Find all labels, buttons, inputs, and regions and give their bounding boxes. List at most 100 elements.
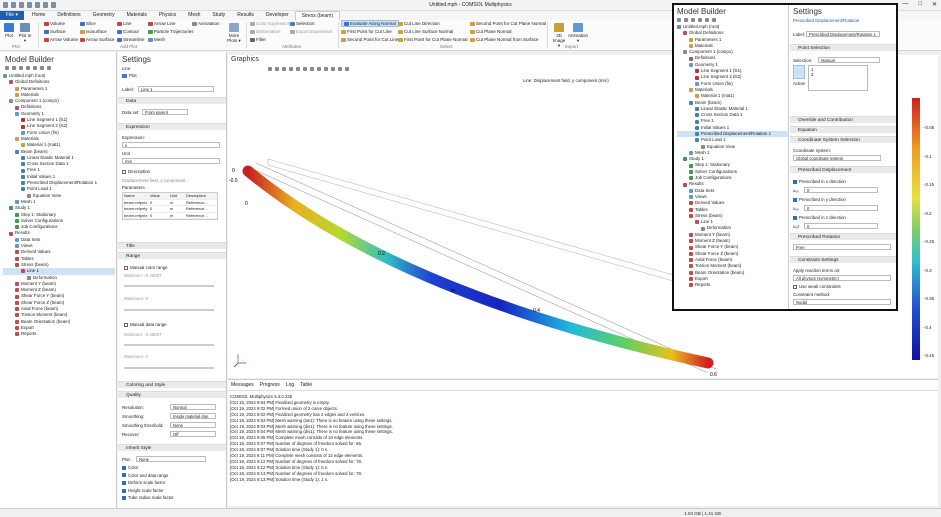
inset-tree-item-deformation[interactable]: Deformation [677,225,789,232]
filter-button[interactable]: Filter [250,37,266,42]
tree-item-free-1[interactable]: Free 1 [3,167,115,173]
inherit-color-checkbox[interactable]: Color [122,465,174,473]
tree-item-results[interactable]: Results [3,230,115,236]
table-row[interactable]: beam.refpnty 0 m Reference... [123,206,217,213]
zoom-box-icon[interactable] [282,67,286,71]
tree-item-line-segment-2-ls2[interactable]: Line Segment 2 (ls2) [3,123,115,129]
inset-section-prescribed-rotation[interactable]: Prescribed Rotation [790,233,896,240]
smoothing-select[interactable]: Inside material don [170,413,216,419]
inset-tree-item-linear-elastic-material-1[interactable]: Linear Elastic Material 1 [677,106,789,112]
cut-plane-normal-surface-button[interactable]: Cut Plane Normal from Surface [470,37,539,42]
u0z-field[interactable]: 0 [804,223,878,229]
inset-tree-item-step-1-stationary[interactable]: Step 1: Stationary [677,162,789,169]
inset-tree-item-export[interactable]: Export [677,276,789,282]
rotate-icon[interactable] [296,67,300,71]
inherit-tube-radius-scale-factor-checkbox[interactable]: Tube radius scale factor [122,495,174,503]
section-expression[interactable]: Expression [118,123,226,130]
close-button[interactable]: ✕ [931,2,937,8]
minimum-slider[interactable] [124,285,214,287]
cut-plane-normal-button[interactable]: Cut Plane Normal [470,29,512,34]
label-field[interactable]: Line 1 [138,86,214,92]
tree-item-form-union-fin[interactable]: Form Union (fin) [3,130,115,136]
tab-file[interactable]: File ▾ [0,11,24,20]
tree-item-axial-force-beam[interactable]: Axial Force (beam) [3,306,115,312]
u0y-field[interactable]: 0 [804,205,878,211]
views-icon[interactable] [317,67,321,71]
tree-item-cross-section-data-1[interactable]: Cross Section Data 1 [3,161,115,167]
tree-item-data-sets[interactable]: Data Sets [3,237,115,243]
selection-list[interactable]: 1 3 [808,65,868,91]
tree-item-tables[interactable]: Tables [3,256,115,262]
mesh-plot-button[interactable]: Mesh [148,37,165,42]
quick-access-toolbar[interactable] [3,2,56,8]
collapse-icon[interactable] [712,18,716,22]
tab-materials[interactable]: Materials [126,12,147,18]
inset-tree-item-cross-section-data-1[interactable]: Cross Section Data 1 [677,112,789,118]
save-icon[interactable] [19,2,24,8]
tree-item-component-1-comp1[interactable]: Component 1 (comp1) [3,98,115,104]
streamline-button[interactable]: Streamline [117,37,145,42]
inset-tree-item-job-configurations[interactable]: Job Configurations [677,175,789,181]
inset-section-constraint[interactable]: Constraint Settings [790,256,896,263]
wireframe-icon[interactable] [324,67,328,71]
evaluate-along-normal-button[interactable]: Evaluate Along Normal [341,20,399,27]
arrow-volume-button[interactable]: Arrow Volume [44,37,78,42]
inset-tree-item-prescribed-displacement-rotation-1[interactable]: Prescribed Displacement/Rotation 1 [677,131,789,138]
expression-field[interactable]: v [122,142,220,148]
inset-tree-item-equation-view[interactable]: Equation View [677,144,789,150]
color-expression-button[interactable]: Color Expression [250,21,290,26]
tree-item-step-1-stationary[interactable]: Step 1: Stationary [3,212,115,218]
inset-section-point-selection[interactable]: Point Selection [790,44,896,51]
tab-geometry[interactable]: Geometry [92,12,115,18]
dataset-select[interactable]: From parent [142,109,188,115]
inset-tree-item-line-segment-1-ls1[interactable]: Line Segment 1 (ls1) [677,68,789,74]
inset-tree-item-data-sets[interactable]: Data Sets [677,188,789,194]
open-icon[interactable] [11,2,16,8]
inherit-color-and-data-range-checkbox[interactable]: Color and data range [122,473,174,481]
tree-item-line-1[interactable]: Line 1 [3,268,115,275]
inset-tree-item-materials[interactable]: Materials [677,87,789,93]
inset-tree-item-study-1[interactable]: Study 1 [677,156,789,162]
minimize-button[interactable]: — [902,1,909,7]
weak-constraints-checkbox[interactable]: Use weak constraints [793,284,841,289]
zoom-out-icon[interactable] [275,67,279,71]
manual-data-range-checkbox[interactable]: Manual data range [124,322,167,327]
inset-tree-item-materials[interactable]: Materials [677,43,789,49]
tree-item-untitled-mph-root[interactable]: Untitled.mph (root) [3,73,115,79]
inset-tree-item-line-1[interactable]: Line 1 [677,219,789,225]
inset-tree-item-parameters-1[interactable]: Parameters 1 [677,37,789,43]
tab-physics[interactable]: Physics [158,12,177,18]
image-button[interactable]: 3D Image ▾ [552,23,566,48]
inset-selection-select[interactable]: Manual [818,57,880,63]
camera-icon[interactable] [338,67,342,71]
inset-tree-item-untitled-mph-root[interactable]: Untitled.mph (root) [677,24,789,30]
cut-line-direction-button[interactable]: Cut Line Direction [398,21,440,26]
show-icon[interactable] [705,18,709,22]
inset-tree-item-mesh-1[interactable]: Mesh 1 [677,150,789,156]
tree-item-prescribed-displacement-rotation-1[interactable]: Prescribed Displacement/Rotation 1 [3,180,115,186]
tab-definitions[interactable]: Definitions [57,12,81,18]
tab-results[interactable]: Results [237,12,254,18]
more-plots-button[interactable]: More Plots ▾ [226,23,242,43]
unit-select[interactable]: mm [122,158,220,164]
tree-item-point-load-1[interactable]: Point Load 1 [3,186,115,192]
manual-color-range-checkbox[interactable]: Manual color range [124,265,168,270]
selection-item-1[interactable]: 1 [811,67,814,72]
selection-button[interactable]: Selection [290,21,315,26]
tab-developer[interactable]: Developer [265,12,289,18]
zoom-in-icon[interactable] [268,67,272,71]
surface-button[interactable]: Surface [44,29,66,34]
inset-tree-item-component-1-comp1[interactable]: Component 1 (comp1) [677,49,789,55]
recover-select[interactable]: Off [170,431,216,437]
inset-tree-item-point-load-1[interactable]: Point Load 1 [677,137,789,143]
plot-button[interactable]: Plot [3,23,15,38]
maximum-slider[interactable] [124,309,214,311]
first-point-cut-line-button[interactable]: First Point for Cut Line [341,29,392,34]
tree-item-moment-y-beam[interactable]: Moment Y (beam) [3,281,115,287]
data-minimum-slider[interactable] [124,344,214,346]
maximize-button[interactable]: □ [918,1,922,7]
prescribed-x-checkbox[interactable]: Prescribed in x direction [793,179,846,184]
tree-item-derived-values[interactable]: Derived Values [3,249,115,255]
inset-tree-item-line-segment-2-ls2[interactable]: Line Segment 2 (ls2) [677,74,789,80]
u0x-field[interactable]: 0 [804,187,878,193]
